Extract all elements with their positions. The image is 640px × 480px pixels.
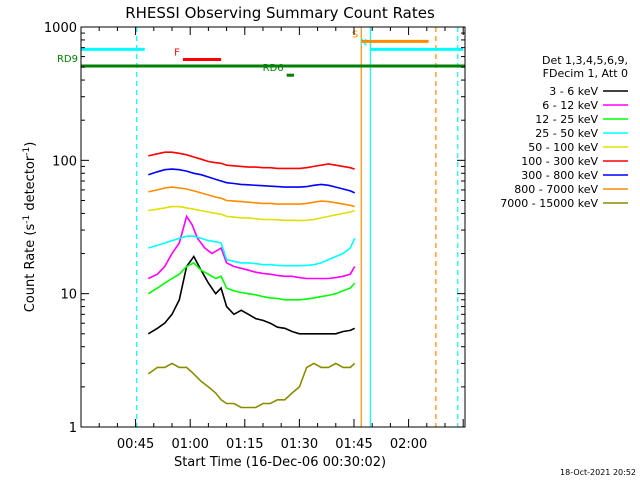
y-label-main: Count Rate (s — [23, 224, 38, 313]
series-line-0 — [147, 254, 356, 335]
chart-title: RHESSI Observing Summary Count Rates — [125, 4, 435, 22]
series-line-4 — [148, 205, 355, 222]
legend-label-1: 6 - 12 keV — [542, 99, 598, 112]
series-line-5 — [148, 151, 355, 170]
y-label-mid: detector — [23, 155, 38, 215]
series-line-3 — [148, 235, 356, 267]
y-label-sup1: -1 — [22, 215, 32, 224]
x-tick-label-2: 01:15 — [226, 437, 263, 452]
y-axis-label: Count Rate (s-1 detector-1) — [22, 142, 38, 313]
legend-label-3: 25 - 50 keV — [535, 127, 598, 140]
y-tick-label-0: 1 — [69, 421, 77, 436]
x-axis-label: Start Time (16-Dec-06 00:30:02) — [174, 455, 386, 470]
y-tick-label-3: 1000 — [44, 21, 77, 36]
x-tick-label-4: 01:45 — [335, 437, 372, 452]
vertical-markers — [136, 27, 459, 427]
y-ticks: 1 10 100 1000 — [44, 21, 465, 436]
legend-label-0: 3 - 6 keV — [549, 85, 598, 98]
series-line-8 — [147, 362, 356, 409]
flag-label-rd6: RD6 — [263, 63, 284, 74]
legend-label-4: 50 - 100 keV — [528, 141, 598, 154]
legend-title-line2: FDecim 1, Att 0 — [543, 67, 628, 80]
flag-bars: NSFRD9RD6 — [57, 29, 465, 77]
series-line-2 — [147, 261, 356, 301]
flag-label-rd9: RD9 — [57, 54, 78, 65]
x-tick-label-1: 01:00 — [171, 437, 208, 452]
x-tick-label-5: 02:00 — [390, 437, 427, 452]
x-tick-label-3: 01:30 — [281, 437, 318, 452]
timestamp: 18-Oct-2021 20:52 — [560, 468, 636, 477]
plot-area — [81, 27, 465, 427]
series-line-6 — [148, 168, 356, 194]
series-layer — [147, 151, 356, 409]
flag-label-s: S — [352, 29, 358, 40]
legend: Det 1,3,4,5,6,9, FDecim 1, Att 0 3 - 6 k… — [500, 54, 628, 210]
y-label-end: ) — [23, 142, 38, 147]
series-line-1 — [147, 214, 356, 280]
axes-frame — [80, 26, 466, 428]
y-label-sup2: -1 — [22, 147, 32, 156]
legend-label-8: 7000 - 15000 keV — [500, 197, 598, 210]
legend-label-6: 300 - 800 keV — [521, 169, 598, 182]
x-tick-label-0: 00:45 — [117, 437, 154, 452]
y-tick-label-2: 100 — [52, 154, 77, 169]
y-tick-label-1: 10 — [60, 288, 77, 303]
x-ticks: 00:45 01:00 01:15 01:30 01:45 02:00 — [98, 27, 464, 452]
legend-label-5: 100 - 300 keV — [521, 155, 598, 168]
legend-label-7: 800 - 7000 keV — [514, 183, 598, 196]
series-line-7 — [148, 186, 355, 208]
legend-label-2: 12 - 25 keV — [535, 113, 598, 126]
flag-label-f: F — [174, 48, 180, 59]
legend-title-line1: Det 1,3,4,5,6,9, — [542, 54, 628, 67]
